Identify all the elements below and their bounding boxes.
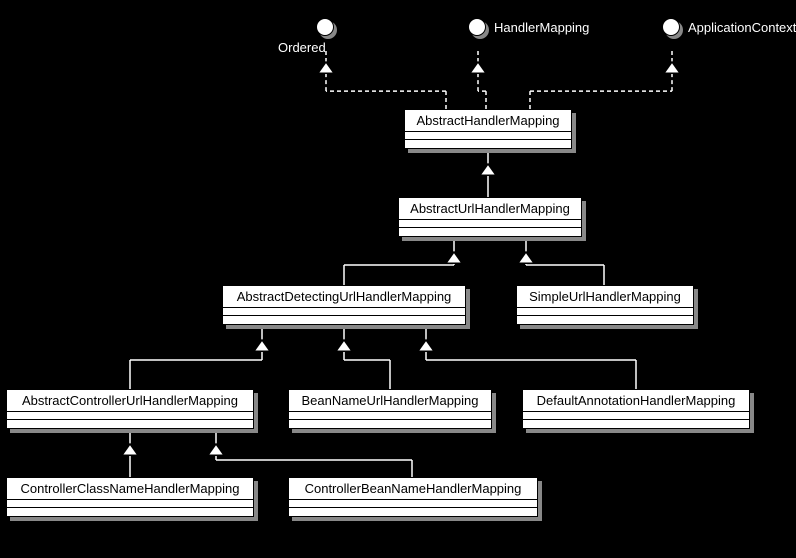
interface-applicationcontextaware <box>662 18 682 38</box>
interface-label-ordered: Ordered <box>278 40 326 55</box>
class-title: AbstractUrlHandlerMapping <box>399 198 581 220</box>
class-simpleurlhandlermapping: SimpleUrlHandlerMapping <box>516 285 694 325</box>
class-controllerbeannamehandlermapping: ControllerBeanNameHandlerMapping <box>288 477 538 517</box>
interface-label-applicationcontextaware: ApplicationContextAware <box>688 20 796 35</box>
class-abstractcontrollerurlhandlermapping: AbstractControllerUrlHandlerMapping <box>6 389 254 429</box>
class-abstractdetectingurlhandlermapping: AbstractDetectingUrlHandlerMapping <box>222 285 466 325</box>
connector-layer <box>0 0 796 558</box>
class-beannameurlhandlermapping: BeanNameUrlHandlerMapping <box>288 389 492 429</box>
class-abstracturlhandlermapping: AbstractUrlHandlerMapping <box>398 197 582 237</box>
class-title: AbstractHandlerMapping <box>405 110 571 132</box>
class-title: BeanNameUrlHandlerMapping <box>289 390 491 412</box>
interface-label-handlermapping: HandlerMapping <box>494 20 589 35</box>
interface-ordered <box>316 18 336 38</box>
class-title: DefaultAnnotationHandlerMapping <box>523 390 749 412</box>
class-defaultannotationhandlermapping: DefaultAnnotationHandlerMapping <box>522 389 750 429</box>
class-title: ControllerClassNameHandlerMapping <box>7 478 253 500</box>
class-title: ControllerBeanNameHandlerMapping <box>289 478 537 500</box>
class-abstracthandlermapping: AbstractHandlerMapping <box>404 109 572 149</box>
class-controllerclassnamehandlermapping: ControllerClassNameHandlerMapping <box>6 477 254 517</box>
interface-handlermapping <box>468 18 488 38</box>
class-title: AbstractDetectingUrlHandlerMapping <box>223 286 465 308</box>
class-title: SimpleUrlHandlerMapping <box>517 286 693 308</box>
class-title: AbstractControllerUrlHandlerMapping <box>7 390 253 412</box>
